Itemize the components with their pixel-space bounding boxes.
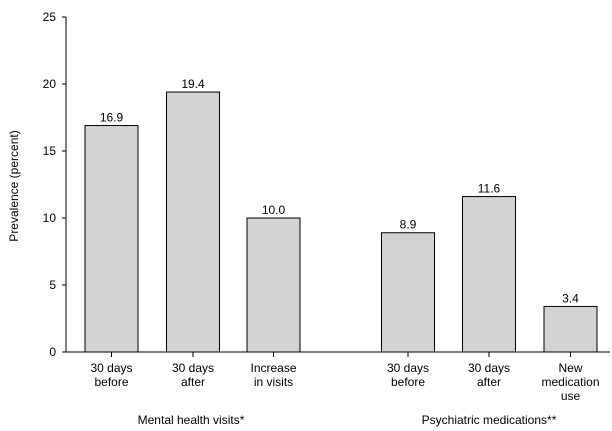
bar (462, 196, 516, 353)
y-tick-label: 25 (43, 10, 57, 24)
y-tick-label: 10 (43, 211, 57, 225)
category-label: 30 days before (90, 361, 132, 389)
data-label: 10.0 (262, 203, 286, 217)
data-label: 16.9 (100, 111, 124, 125)
bar (166, 91, 220, 353)
y-axis-title: Prevalence (percent) (7, 130, 21, 241)
group-label: Psychiatric medications** (422, 413, 557, 427)
group-label: Mental health visits* (138, 413, 245, 427)
category-label: 30 days before (387, 361, 429, 389)
y-ticks: 0 5 10 15 20 25 (43, 10, 66, 359)
category-label: 30 days after (172, 361, 214, 389)
y-tick-label: 15 (43, 144, 57, 158)
labels: 16.9 30 days before 19.4 30 days after 10.0 Inc… (90, 77, 599, 427)
bars (84, 91, 598, 357)
data-label: 11.6 (478, 182, 501, 196)
bar (84, 125, 139, 353)
y-tick-label: 0 (49, 345, 56, 359)
category-label: Increase in visits (250, 361, 296, 389)
bar (381, 232, 435, 353)
y-tick-label: 20 (43, 77, 57, 91)
category-label: New medication use (541, 361, 599, 403)
category-label: 30 days after (468, 361, 510, 389)
bar (246, 217, 301, 353)
y-tick-label: 5 (49, 278, 56, 292)
data-label: 8.9 (400, 218, 417, 232)
bar (543, 305, 598, 353)
data-label: 19.4 (181, 77, 205, 91)
data-label: 3.4 (562, 291, 579, 305)
